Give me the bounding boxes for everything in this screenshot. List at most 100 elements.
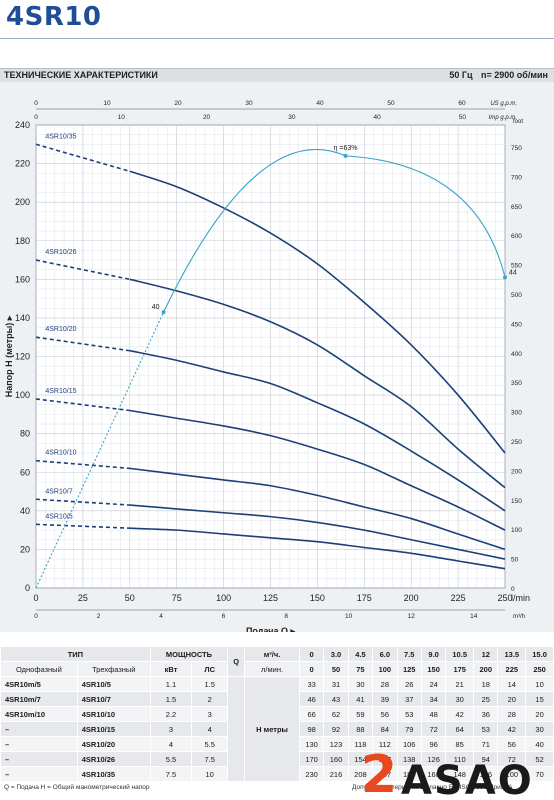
usgpm-tick-label: 10 bbox=[103, 100, 111, 107]
cell-head-1: 92 bbox=[323, 721, 349, 737]
feet-tick-label: 550 bbox=[511, 263, 522, 270]
cell-hp: 5.5 bbox=[191, 736, 229, 752]
efficiency-peak-label: η =63% bbox=[334, 145, 358, 152]
impgpm-unit: Imp g.p.m. bbox=[489, 115, 517, 121]
series-dashed-4SR10/10 bbox=[35, 459, 130, 470]
feet-tick-label: 150 bbox=[511, 498, 522, 505]
series-label: 4SR10/26 bbox=[45, 249, 76, 256]
cell-head-9: 30 bbox=[525, 721, 554, 737]
series-line-4SR10/7 bbox=[129, 504, 506, 560]
cell-head-4: 138 bbox=[396, 751, 422, 767]
table-row: –4SR10/15 3 4 98 92 88 84 79 72 64 53 42 30 bbox=[0, 721, 554, 737]
cell-head-1: 43 bbox=[323, 691, 349, 707]
cell-three: 4SR10/35 bbox=[76, 766, 151, 782]
cell-kw: 4 bbox=[149, 736, 193, 752]
m3h-tick-label: 14 bbox=[470, 613, 478, 620]
m3h-7: 12 bbox=[473, 646, 499, 662]
series-dashed-4SR10/5 bbox=[35, 523, 130, 529]
cell-head-7: 126 bbox=[473, 766, 499, 782]
series-label: 4SR10/5 bbox=[45, 513, 72, 520]
cell-head-4: 26 bbox=[396, 676, 422, 692]
feet-tick-label: 750 bbox=[511, 145, 522, 152]
m3h-1: 3.0 bbox=[323, 646, 349, 662]
x-tick-label: 200 bbox=[404, 593, 419, 603]
cell-head-0: 130 bbox=[298, 736, 325, 752]
cell-head-9: 40 bbox=[525, 736, 554, 752]
cell-head-3: 84 bbox=[372, 721, 398, 737]
usgpm-tick-label: 40 bbox=[316, 100, 324, 107]
x-tick-label: 75 bbox=[172, 593, 182, 603]
cell-head-7: 18 bbox=[473, 676, 499, 692]
unit-m3h: м³/ч. bbox=[244, 646, 300, 662]
cell-head-4: 37 bbox=[396, 691, 422, 707]
efficiency-label-44: 44 bbox=[509, 269, 517, 276]
m3h-tick-label: 6 bbox=[222, 613, 226, 620]
col-q: Q bbox=[227, 646, 246, 677]
cell-head-6: 64 bbox=[445, 721, 475, 737]
impgpm-tick-label: 50 bbox=[459, 114, 467, 121]
series-line-4SR10/15 bbox=[129, 409, 506, 531]
cell-three: 4SR10/15 bbox=[76, 721, 151, 737]
y-tick-label: 240 bbox=[15, 120, 30, 130]
series-line-4SR10/26 bbox=[129, 278, 506, 489]
series-label: 4SR10/10 bbox=[45, 450, 76, 457]
lmin-4: 125 bbox=[396, 661, 422, 677]
unit-lmin: л/мин. bbox=[244, 661, 300, 677]
x-axis-label: Подача Q ▸ bbox=[246, 626, 296, 632]
usgpm-tick-label: 60 bbox=[458, 100, 466, 107]
cell-head-2: 30 bbox=[347, 676, 374, 692]
feet-tick-label: 350 bbox=[511, 380, 522, 387]
y-tick-label: 180 bbox=[15, 236, 30, 246]
feet-tick-label: 250 bbox=[511, 439, 522, 446]
cell-head-6: 21 bbox=[445, 676, 475, 692]
m3h-tick-label: 8 bbox=[284, 613, 288, 620]
h-axis-label bbox=[227, 676, 246, 782]
performance-table: ТИП МОЩНОСТЬ Q м³/ч. 0 3.0 4.5 6.0 7.5 9… bbox=[0, 646, 554, 782]
usgpm-tick-label: 50 bbox=[387, 100, 395, 107]
h-unit-label: H метры bbox=[244, 676, 300, 782]
cell-head-8: 28 bbox=[497, 706, 527, 722]
header-divider bbox=[0, 38, 554, 39]
series-line-4SR10/20 bbox=[129, 349, 506, 512]
usgpm-tick-label: 30 bbox=[245, 100, 253, 107]
efficiency-dotted bbox=[35, 311, 165, 589]
x-tick-label: 250 bbox=[497, 593, 512, 603]
cell-head-0: 170 bbox=[298, 751, 325, 767]
cell-head-8: 14 bbox=[497, 676, 527, 692]
cell-head-5: 126 bbox=[420, 751, 447, 767]
m3h-unit: m³/h bbox=[513, 614, 525, 620]
cell-head-3: 112 bbox=[372, 736, 398, 752]
cell-hp: 1.5 bbox=[191, 676, 229, 692]
feet-tick-label: 500 bbox=[511, 292, 522, 299]
cell-single: – bbox=[0, 736, 78, 752]
cell-head-6: 148 bbox=[445, 766, 475, 782]
usgpm-tick-label: 0 bbox=[34, 100, 38, 107]
cell-head-5: 24 bbox=[420, 676, 447, 692]
x-tick-label: 175 bbox=[357, 593, 372, 603]
cell-head-5: 48 bbox=[420, 706, 447, 722]
x-tick-label: 150 bbox=[310, 593, 325, 603]
m3h-2: 4.5 bbox=[347, 646, 374, 662]
model-title: 4SR10 bbox=[6, 2, 102, 32]
cell-kw: 1.5 bbox=[149, 691, 193, 707]
cell-head-7: 53 bbox=[473, 721, 499, 737]
cell-hp: 10 bbox=[191, 766, 229, 782]
spec-frequency: 50 Гц bbox=[449, 70, 473, 80]
cell-head-5: 34 bbox=[420, 691, 447, 707]
cell-kw: 5.5 bbox=[149, 751, 193, 767]
cell-head-3: 56 bbox=[372, 706, 398, 722]
m3h-8: 13.5 bbox=[497, 646, 527, 662]
lmin-8: 225 bbox=[497, 661, 527, 677]
cell-head-2: 59 bbox=[347, 706, 374, 722]
efficiency-point bbox=[343, 153, 348, 158]
impgpm-tick-label: 10 bbox=[118, 114, 126, 121]
m3h-tick-label: 4 bbox=[159, 613, 163, 620]
cell-head-4: 79 bbox=[396, 721, 422, 737]
y-tick-label: 200 bbox=[15, 197, 30, 207]
cell-head-1: 123 bbox=[323, 736, 349, 752]
cell-head-7: 36 bbox=[473, 706, 499, 722]
cell-head-5: 72 bbox=[420, 721, 447, 737]
cell-head-5: 168 bbox=[420, 766, 447, 782]
cell-kw: 2.2 bbox=[149, 706, 193, 722]
